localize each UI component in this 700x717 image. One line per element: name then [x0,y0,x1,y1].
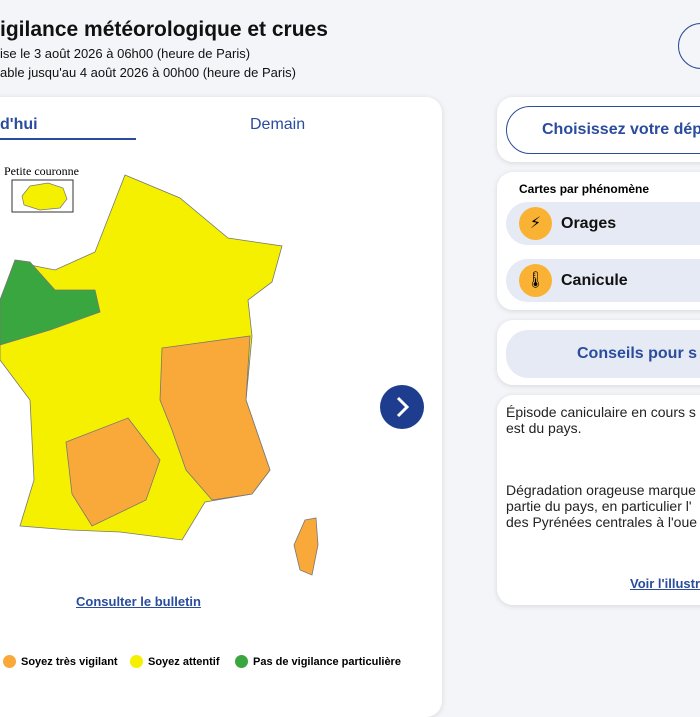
page: igilance météorologique et crues ise le … [0,18,700,717]
storms-label: Orages [561,215,617,232]
tab-underline [0,138,136,140]
storm-paragraph: Dégradation orageuse marque partie du pa… [506,482,697,530]
legend-green: Pas de vigilance particulière [253,656,401,668]
account-button[interactable] [678,23,700,69]
tab-tomorrow[interactable]: Demain [250,116,306,133]
text-line: est du pays. [506,420,582,436]
legend-yellow: Soyez attentif [148,656,220,668]
department-label: Choisissez votre dép [542,121,700,138]
zone-green[interactable] [0,259,101,346]
issued-line: ise le 3 août 2026 à 06h00 (heure de Par… [0,46,251,61]
illustration-link[interactable]: Voir l'illustra [630,576,700,591]
storms-icon: ⚡ [519,207,552,240]
zone-orange-east[interactable] [159,335,271,501]
heat-label: Canicule [561,272,628,289]
phenomena-title: Cartes par phénomène [519,182,650,196]
inset-map [21,182,68,211]
legend-dot-orange [3,655,16,668]
text-line: partie du pays, en particulier l' [506,498,692,514]
advice-button[interactable] [506,330,700,378]
legend-dot-yellow [130,655,143,668]
heat-paragraph: Épisode caniculaire en cours s est du pa… [506,404,696,436]
text-line: Dégradation orageuse marque [506,482,696,498]
text-card [497,395,700,605]
next-button[interactable] [380,385,424,429]
vigilance-map: Petite couronne [0,164,424,576]
legend-orange: Soyez très vigilant [21,656,118,668]
bulletin-link[interactable]: Consulter le bulletin [76,594,201,609]
heat-icon: 🌡 [519,264,552,297]
department-button[interactable] [506,106,700,154]
valid-line: able jusqu'au 4 août 2026 à 00h00 (heure… [0,65,296,80]
tab-today[interactable]: d'hui [0,116,38,133]
advice-label: Conseils pour s [577,345,698,362]
zone-orange-southwest[interactable] [65,417,161,527]
next-chevron [396,396,410,418]
inset-label: Petite couronne [4,164,79,178]
legend-dot-green [235,655,248,668]
text-line: Épisode caniculaire en cours s [506,404,696,420]
text-line: des Pyrénées centrales à l'oue [506,514,698,530]
corsica[interactable] [293,517,319,576]
page-title: igilance météorologique et crues [0,18,328,41]
